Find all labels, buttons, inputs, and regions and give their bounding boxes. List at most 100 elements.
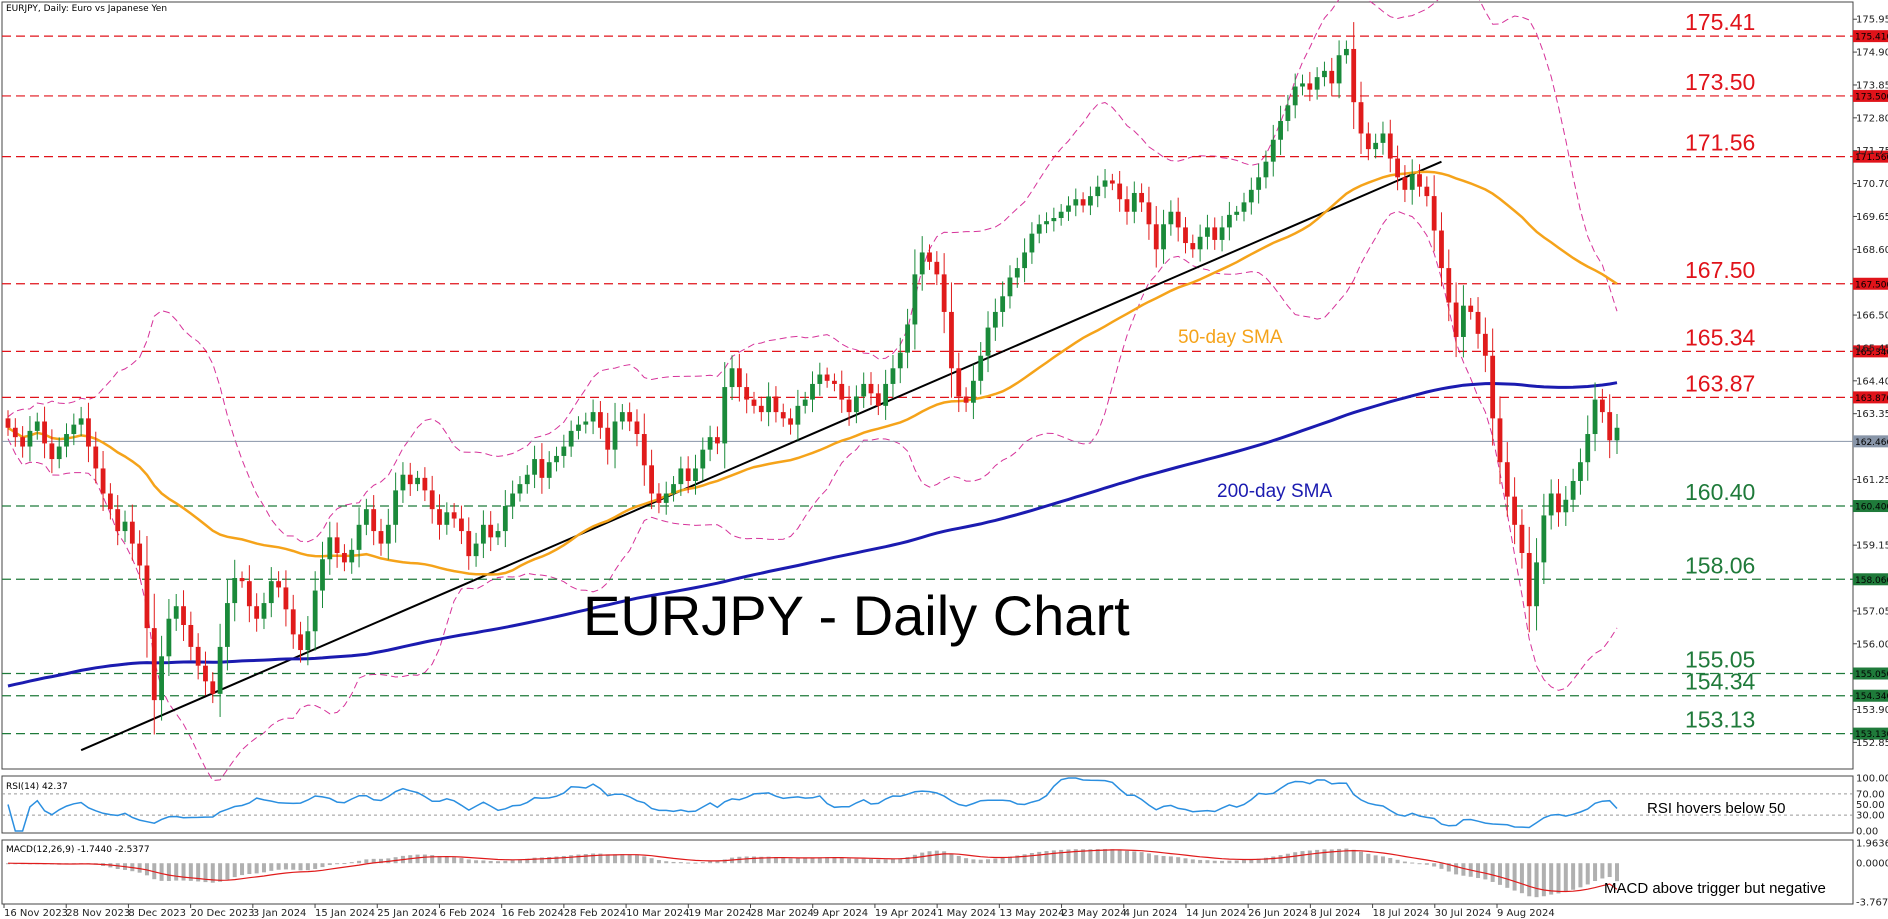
time-tick-label: 28 Mar 2024 [751, 908, 814, 919]
candle-body [1365, 133, 1371, 150]
candle-body [239, 578, 245, 582]
macd-bar [1512, 863, 1517, 891]
candle-body [619, 412, 625, 422]
candle-body [1088, 196, 1093, 206]
candle-body [956, 368, 962, 397]
macd-bar [591, 853, 596, 864]
sma50-label: 50-day SMA [1178, 327, 1283, 348]
macd-bar [1322, 849, 1327, 864]
macd-bar [1505, 863, 1510, 888]
time-tick-label: 16 Feb 2024 [502, 908, 564, 919]
candle-body [1212, 227, 1218, 240]
candle-body [56, 446, 62, 460]
price-tick-label: 165.450 [1856, 343, 1888, 354]
candle-body [861, 383, 867, 397]
candle-body [225, 603, 230, 647]
candle-body [612, 421, 618, 450]
time-tick-label: 3 Jan 2024 [253, 908, 307, 919]
time-tick-label: 15 Jan 2024 [315, 908, 375, 919]
candle-body [393, 490, 399, 525]
macd-bar [159, 863, 164, 881]
candle-body [5, 418, 11, 428]
candle-body [1080, 199, 1086, 206]
candle-body [1124, 199, 1130, 212]
macd-bar [942, 851, 947, 864]
candle-body [1504, 462, 1510, 497]
level-tag-bg [1853, 573, 1888, 586]
candle-body [488, 524, 494, 538]
candle-body [758, 405, 764, 413]
macd-bar [327, 863, 332, 866]
macd-bar [349, 862, 354, 864]
candle-body [817, 374, 823, 384]
candle-body [678, 468, 684, 485]
macd-tick-label: 0.0000 [1856, 859, 1888, 870]
candle-body [502, 506, 508, 532]
macd-bar [656, 860, 661, 864]
macd-bar [1344, 848, 1349, 864]
macd-bar [532, 857, 537, 864]
candle-body [232, 578, 238, 604]
macd-bar [1476, 863, 1481, 879]
macd-bar [744, 856, 749, 864]
candle-body [1117, 183, 1123, 200]
candle-body [1431, 196, 1437, 231]
macd-bar [364, 859, 369, 864]
level-label: 175.41 [1685, 9, 1755, 35]
macd-bar [1044, 851, 1049, 864]
macd-bar [210, 863, 215, 883]
macd-bar [1432, 863, 1437, 867]
candle-body [459, 518, 464, 532]
sma200-label: 200-day SMA [1217, 481, 1332, 502]
macd-bar [1454, 863, 1459, 875]
candle-body [627, 412, 633, 422]
macd-bar [1388, 858, 1393, 864]
macd-bar [1402, 861, 1407, 864]
candle-body [1109, 180, 1115, 184]
candle-body [846, 399, 852, 413]
candle-body [780, 412, 786, 419]
candle-body [1358, 102, 1364, 134]
price-tick-label: 152.850 [1856, 738, 1888, 749]
macd-bar [1329, 849, 1334, 864]
rsi-tick-label: 70.00 [1856, 789, 1885, 800]
candle-body [268, 581, 274, 604]
candle-body [100, 468, 106, 494]
candle-body [532, 459, 537, 475]
candle-body [978, 355, 984, 381]
candle-body [1373, 142, 1379, 150]
macd-bar [525, 858, 530, 864]
price-tick-label: 159.150 [1856, 541, 1888, 552]
candle-body [853, 396, 859, 413]
candle-body [356, 524, 362, 550]
macd-bar [1373, 855, 1378, 864]
candle-body [875, 393, 881, 406]
time-tick-label: 9 Apr 2024 [813, 908, 868, 919]
candle-body [217, 646, 223, 694]
macd-bar [1168, 856, 1173, 864]
candle-body [839, 383, 845, 400]
candle-body [598, 412, 603, 428]
macd-bar [898, 858, 903, 864]
candle-body [437, 509, 442, 525]
candle-body [1014, 268, 1020, 278]
candle-body [305, 631, 311, 651]
macd-bar [422, 854, 427, 864]
candle-body [188, 624, 194, 647]
candle-body [685, 468, 691, 481]
macd-bar [920, 852, 925, 864]
macd-bar [1073, 849, 1078, 864]
macd-bar [517, 859, 522, 864]
macd-bar [371, 858, 376, 864]
candle-body [137, 543, 143, 566]
candle-body [927, 252, 932, 262]
main-frame [1, 1, 1854, 770]
level-label: 165.34 [1685, 324, 1756, 350]
candle-body [554, 455, 559, 463]
macd-bar [269, 863, 274, 871]
macd-bar [1051, 850, 1056, 864]
level-label: 163.87 [1685, 370, 1755, 396]
candle-body [246, 581, 252, 607]
candle-body [1139, 192, 1145, 203]
